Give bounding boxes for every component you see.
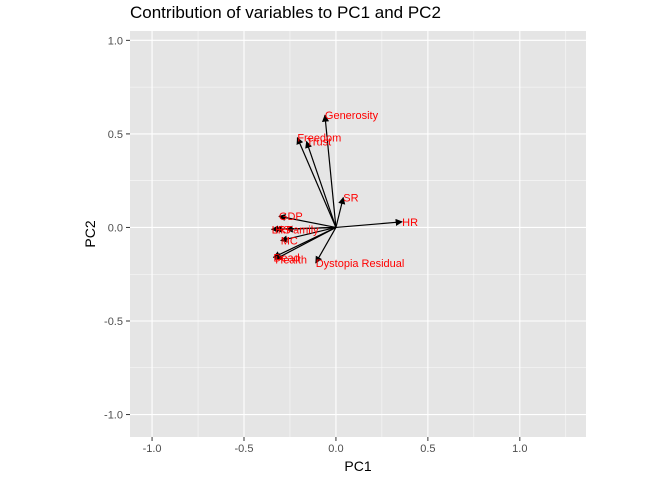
vector-arrow: [272, 226, 337, 258]
vector-label: Freedom: [297, 133, 341, 145]
vector-label: Dead: [273, 252, 299, 264]
vector-label: MC: [281, 236, 298, 248]
vector-arrows: [270, 114, 403, 264]
y-tick-label: -0.5: [104, 316, 123, 328]
x-axis-title: PC1: [344, 458, 371, 474]
minor-gridlines: [130, 31, 586, 437]
vector-label: Family: [286, 224, 319, 236]
vector-arrow: [335, 196, 346, 228]
vector-arrow: [335, 218, 403, 229]
vector-arrow: [305, 140, 337, 228]
vector-arrow: [278, 213, 337, 229]
vector-label: HS: [275, 224, 290, 236]
axis-ticks: -1.0 -0.5 0.0 0.5 1.0 -1.0 -0.5 0.0 0.5 1.0: [104, 35, 527, 455]
x-tick-label: 0.5: [420, 443, 435, 455]
x-tick-label: 0.0: [328, 443, 343, 455]
vector-arrow: [274, 225, 336, 233]
vector-label: Trust: [307, 136, 332, 148]
vector-label: HR: [402, 217, 418, 229]
y-tick-label: 0.5: [108, 129, 123, 141]
vector-arrow: [321, 114, 337, 228]
vector-arrow: [296, 136, 337, 228]
plot-panel: [130, 31, 586, 437]
x-tick-label: -0.5: [235, 443, 254, 455]
y-tick-label: 0.0: [108, 222, 123, 234]
y-tick-label: -1.0: [104, 410, 123, 422]
y-axis-title: PC2: [82, 220, 98, 247]
vector-label: Dystopia Residual: [316, 258, 405, 270]
vector-label: LR: [272, 224, 286, 236]
vector-arrow: [315, 227, 337, 264]
vector-label: Health: [275, 254, 307, 266]
chart-title: Contribution of variables to PC1 and PC2: [130, 3, 441, 22]
vector-arrow: [280, 226, 337, 243]
vector-label: SR: [343, 193, 358, 205]
vector-label: Generosity: [325, 110, 379, 122]
vector-label: GDP: [279, 211, 303, 223]
y-tick-label: 1.0: [108, 35, 123, 47]
x-tick-label: 1.0: [512, 443, 527, 455]
x-tick-label: -1.0: [143, 443, 162, 455]
major-gridlines: [130, 31, 586, 437]
